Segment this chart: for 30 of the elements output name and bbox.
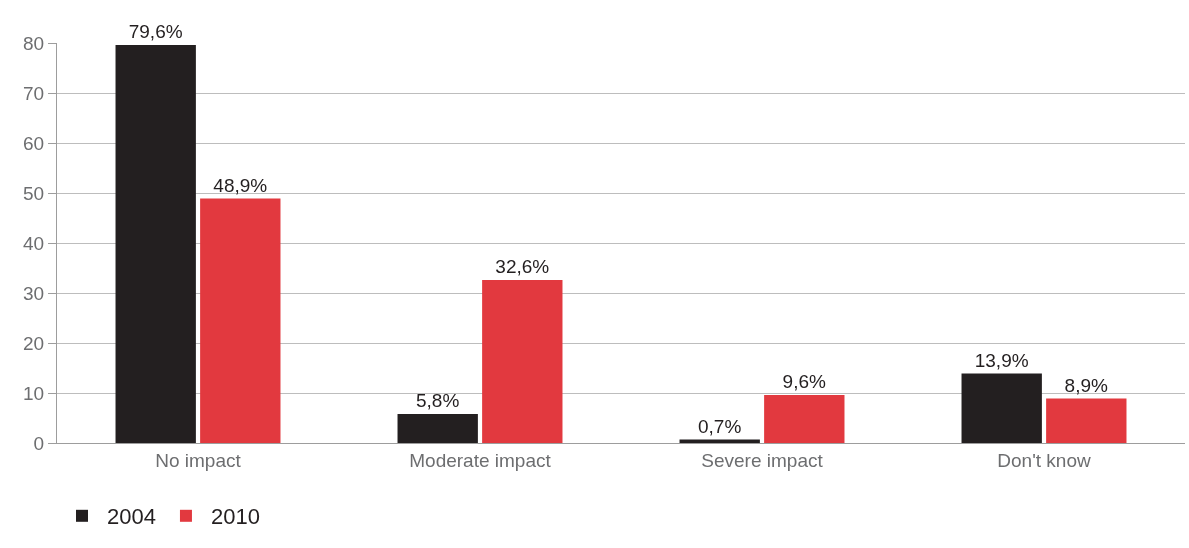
y-tick-label: 40 [23,232,45,254]
bar [115,45,196,443]
x-tick-label: No impact [155,449,242,471]
y-tick-label: 60 [23,132,45,154]
y-tick-label: 50 [23,182,45,204]
bar [1046,398,1127,443]
bar [482,280,563,443]
data-label: 9,6% [782,371,827,392]
data-label: 79,6% [128,21,183,42]
y-tick-label: 0 [33,432,45,454]
y-tick-label: 80 [23,32,45,54]
data-label: 48,9% [213,174,268,196]
y-tick-label: 30 [23,282,45,304]
y-tick-label: 70 [23,82,45,104]
y-tick-label: 10 [23,382,45,404]
x-tick-label: Severe impact [701,449,824,471]
bar [961,373,1042,443]
data-label: 0,7% [698,415,742,437]
data-label: 8,9% [1064,374,1109,396]
legend-label: 2010 [210,504,260,530]
data-label: 5,8% [416,390,460,411]
bar [764,395,845,443]
x-tick-label: Moderate impact [409,449,552,471]
data-label: 13,9% [974,349,1029,371]
bar [200,198,281,443]
bar [397,414,478,443]
data-label: 32,6% [495,256,550,277]
x-tick-label: Don't know [997,449,1091,471]
y-tick-label: 20 [23,332,45,354]
legend-label: 2004 [107,504,156,530]
